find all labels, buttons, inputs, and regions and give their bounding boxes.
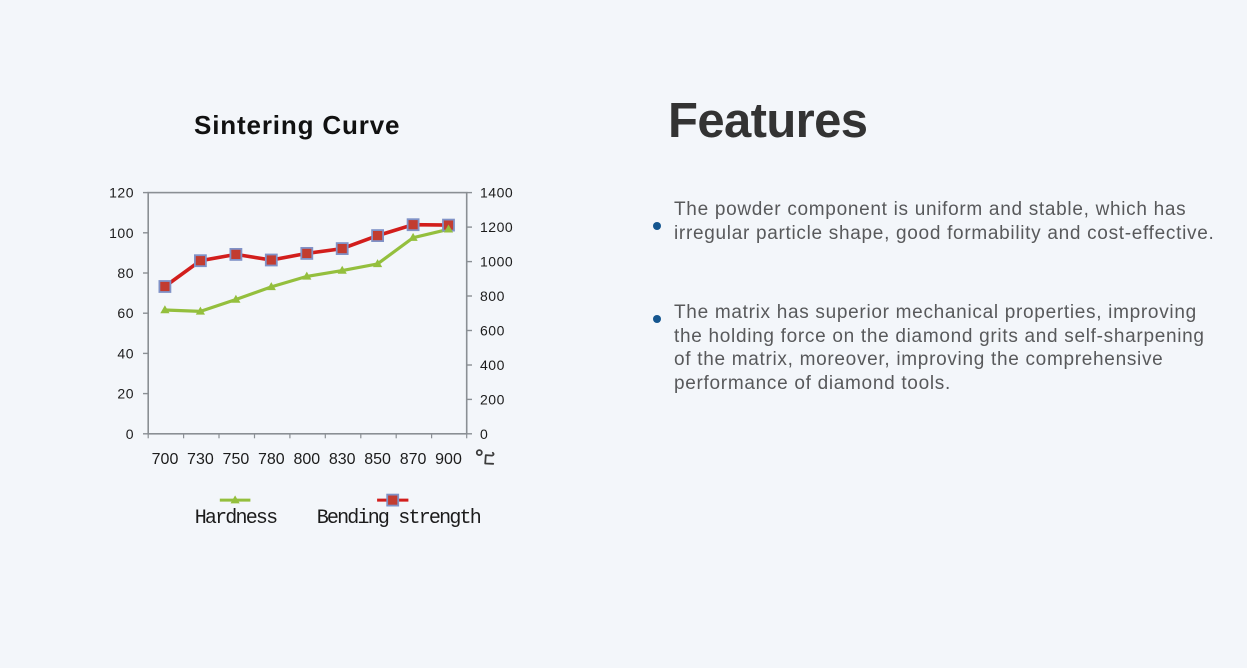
- svg-text:60: 60: [117, 305, 134, 321]
- svg-text:1200: 1200: [480, 219, 513, 235]
- svg-text:200: 200: [480, 391, 505, 407]
- svg-text:780: 780: [258, 451, 285, 468]
- svg-text:0: 0: [480, 426, 488, 442]
- svg-text:0: 0: [126, 426, 134, 442]
- svg-text:870: 870: [400, 451, 427, 468]
- svg-text:80: 80: [117, 265, 134, 281]
- svg-text:120: 120: [109, 185, 134, 201]
- svg-text:750: 750: [223, 451, 250, 468]
- svg-text:700: 700: [152, 451, 179, 468]
- svg-text:1000: 1000: [480, 254, 513, 270]
- svg-text:Bending strength: Bending strength: [317, 507, 481, 530]
- svg-text:800: 800: [293, 451, 320, 468]
- svg-text:400: 400: [480, 357, 505, 373]
- svg-text:1400: 1400: [480, 185, 513, 201]
- svg-text:600: 600: [480, 323, 505, 339]
- svg-text:20: 20: [117, 386, 134, 402]
- svg-text:Hardness: Hardness: [195, 507, 277, 530]
- svg-text:40: 40: [117, 345, 134, 361]
- svg-text:800: 800: [480, 288, 505, 304]
- svg-text:730: 730: [187, 451, 214, 468]
- svg-text:100: 100: [109, 225, 134, 241]
- svg-text:900: 900: [435, 451, 462, 468]
- svg-text:850: 850: [364, 451, 391, 468]
- svg-text:830: 830: [329, 451, 356, 468]
